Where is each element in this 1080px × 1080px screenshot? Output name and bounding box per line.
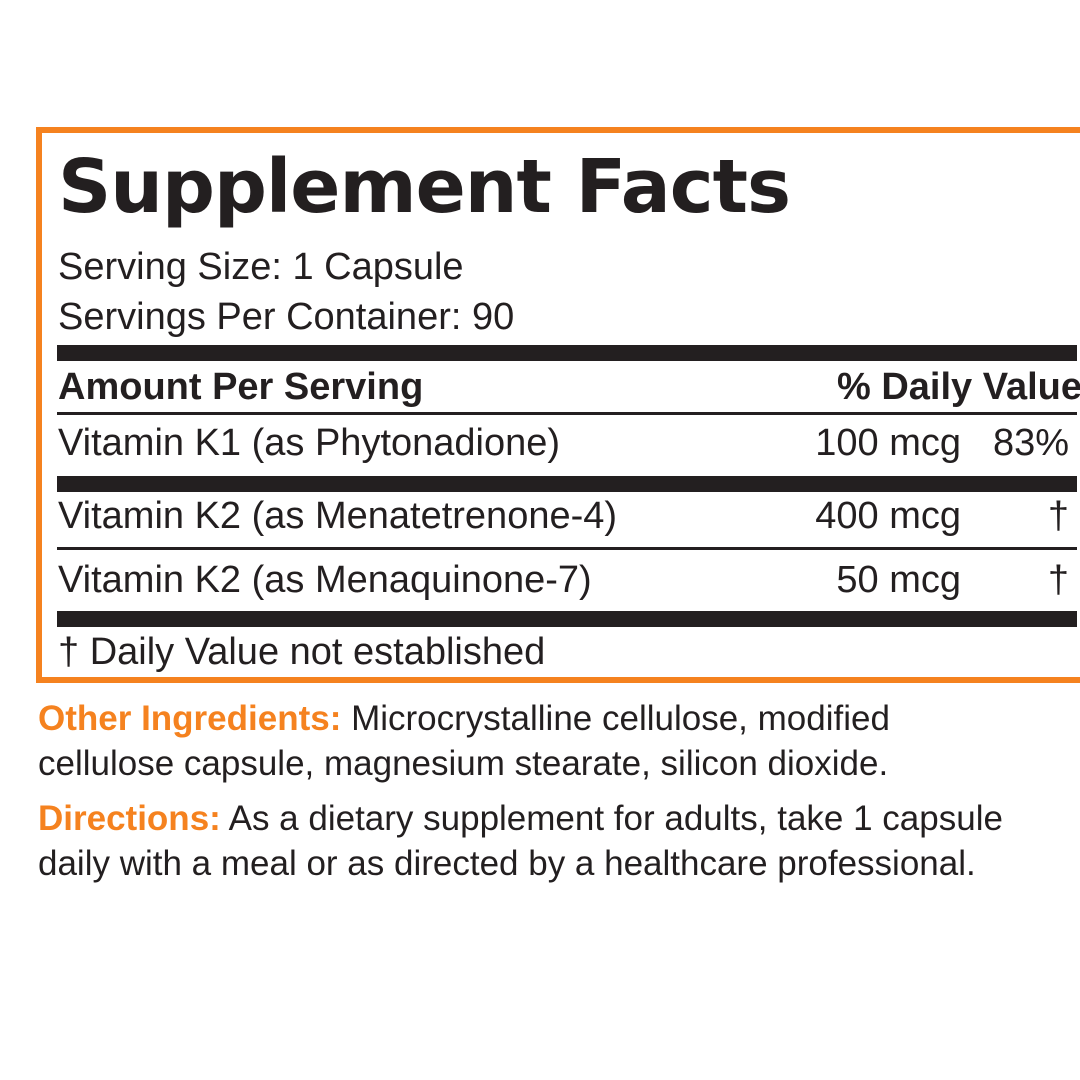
directions: Directions: As a dietary supplement for … [38,796,1080,886]
servings-per-container: Servings Per Container: 90 [58,296,515,338]
nutrient-dv-k1: 83% [992,422,1069,464]
directions-line1: As a dietary supplement for adults, take… [220,799,1003,838]
directions-label: Directions: [38,799,221,838]
daily-value-header: % Daily Value [836,366,1080,408]
other-ingredients-line1: Microcrystalline cellulose, modified [341,699,890,738]
supplement-facts-panel: Supplement Facts Serving Size: 1 Capsule… [36,127,1080,683]
nutrient-dv-k2-mk4: † [1047,495,1069,537]
facts-title: Supplement Facts [58,144,791,230]
nutrient-name-k2-mk7: Vitamin K2 (as Menaquinone-7) [58,559,592,601]
thin-divider-row [57,547,1077,550]
nutrient-name-k2-mk4: Vitamin K2 (as Menatetrenone-4) [58,495,618,537]
thick-divider-bottom [57,611,1077,627]
nutrient-amount-k1: 100 mcg [815,422,961,464]
other-ingredients-line2: cellulose capsule, magnesium stearate, s… [38,744,889,783]
other-ingredients: Other Ingredients: Microcrystalline cell… [38,696,1080,786]
thick-divider-top [57,345,1077,361]
nutrient-name-k1: Vitamin K1 (as Phytonadione) [58,422,561,464]
dv-footnote: † Daily Value not established [58,631,546,673]
nutrient-dv-k2-mk7: † [1047,559,1069,601]
serving-size: Serving Size: 1 Capsule [58,246,464,288]
amount-per-serving-header: Amount Per Serving [58,366,424,408]
directions-line2: daily with a meal or as directed by a he… [38,844,976,883]
other-ingredients-label: Other Ingredients: [38,699,342,738]
nutrient-amount-k2-mk7: 50 mcg [836,559,961,601]
thick-divider-mid [57,476,1077,492]
thin-divider-header [57,412,1077,415]
nutrient-amount-k2-mk4: 400 mcg [815,495,961,537]
